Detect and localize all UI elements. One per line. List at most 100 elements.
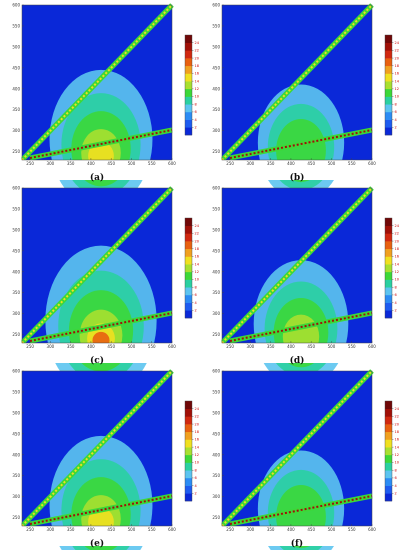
colorbar-tick-label: 16 (395, 255, 399, 259)
colorbar-segment (385, 233, 392, 242)
colorbar-tick-label: 12 (195, 87, 199, 91)
x-tick-label: 450 (107, 161, 115, 166)
colorbar-tick-label: 2 (395, 309, 397, 313)
y-tick-label: 250 (12, 149, 20, 154)
colorbar-segment (385, 294, 392, 303)
x-tick-label: 550 (148, 527, 156, 532)
colorbar-tick-label: 16 (195, 438, 199, 442)
y-tick-label: 400 (12, 452, 20, 457)
y-tick-label: 250 (212, 332, 220, 337)
x-tick-label: 400 (287, 344, 295, 349)
x-tick-label: 350 (267, 344, 275, 349)
colorbar-segment (185, 35, 192, 43)
y-tick-label: 450 (212, 248, 220, 253)
bottom-mask (220, 160, 374, 180)
y-tick-label: 450 (12, 431, 20, 436)
colorbar-segment (385, 408, 392, 417)
colorbar-tick-label: 2 (395, 492, 397, 496)
colorbar-tick-label: 18 (395, 247, 399, 251)
panel-label: (c) (90, 355, 104, 366)
colorbar-segment (185, 477, 192, 486)
y-tick-label: 550 (212, 389, 220, 394)
y-tick-label: 500 (12, 410, 20, 415)
colorbar-segment (185, 119, 192, 128)
colorbar-segment (385, 65, 392, 74)
plot-frame (21, 370, 173, 527)
colorbar-segment (385, 416, 392, 425)
colorbar-frame (184, 400, 193, 502)
colorbar-segment (385, 218, 392, 226)
colorbar-tick-label: 8 (195, 468, 197, 472)
x-tick-label: 600 (368, 161, 376, 166)
colorbar-segment (185, 485, 192, 494)
y-tick-label: 600 (212, 369, 220, 374)
colorbar-segment (385, 447, 392, 456)
x-tick-label: 500 (328, 527, 336, 532)
colorbar-tick-label: 22 (395, 232, 399, 236)
colorbar-segment (185, 416, 192, 425)
colorbar-segment (385, 127, 392, 136)
colorbar-segment (185, 73, 192, 82)
colorbar-tick-label: 20 (195, 422, 199, 426)
colorbar-tick-label: 20 (195, 239, 199, 243)
colorbar-segment (385, 50, 392, 59)
colorbar-segment (385, 424, 392, 433)
y-tick-label: 250 (212, 149, 220, 154)
colorbar-tick-label: 14 (195, 445, 200, 449)
colorbar-tick-label: 10 (395, 461, 399, 465)
colorbar-tick-label: 16 (195, 255, 199, 259)
colorbar-segment (185, 233, 192, 242)
y-tick-label: 300 (12, 128, 20, 133)
x-tick-label: 500 (328, 344, 336, 349)
x-tick-label: 350 (67, 344, 75, 349)
colorbar-tick-label: 4 (395, 118, 398, 122)
colorbar-segment (185, 81, 192, 90)
colorbar-segment (385, 477, 392, 486)
x-tick-label: 500 (128, 527, 136, 532)
panel: 250 300 350 400 450 500 550 600 250 300 350 400 450 5… (200, 369, 400, 550)
colorbar-segment (185, 104, 192, 113)
bottom-mask (20, 526, 174, 546)
colorbar-segment (185, 454, 192, 463)
y-tick-label: 350 (212, 107, 220, 112)
colorbar-segment (385, 81, 392, 90)
colorbar-tick-label: 18 (395, 64, 399, 68)
colorbar-tick-label: 18 (195, 430, 199, 434)
x-tick-label: 450 (307, 344, 315, 349)
colorbar-segment (185, 310, 192, 319)
colorbar-tick-label: 4 (195, 301, 198, 305)
colorbar-segment (185, 218, 192, 226)
y-tick-label: 550 (12, 389, 20, 394)
colorbar-segment (185, 88, 192, 97)
left-mask (0, 188, 22, 345)
colorbar-tick-label: 10 (395, 95, 399, 99)
colorbar-segment (385, 88, 392, 97)
second-order-scatter-core (29, 495, 173, 525)
y-tick-label: 300 (12, 311, 20, 316)
y-tick-label: 600 (12, 3, 20, 8)
x-tick-label: 450 (107, 527, 115, 532)
left-mask (200, 371, 222, 528)
x-tick-label: 500 (128, 344, 136, 349)
colorbar-tick-label: 24 (195, 41, 200, 45)
colorbar-frame (184, 34, 193, 136)
left-mask (200, 188, 222, 345)
plot-frame (221, 4, 373, 161)
x-tick-label: 250 (26, 527, 34, 532)
colorbar-segment (385, 279, 392, 288)
colorbar-tick-label: 16 (395, 72, 399, 76)
colorbar-segment (185, 470, 192, 479)
y-tick-label: 350 (12, 107, 20, 112)
colorbar-tick-label: 4 (195, 484, 198, 488)
colorbar-tick-label: 8 (395, 285, 397, 289)
colorbar-tick-label: 22 (195, 49, 199, 53)
colorbar-segment (185, 264, 192, 273)
colorbar-tick-label: 8 (195, 285, 197, 289)
colorbar-segment (185, 50, 192, 59)
y-tick-label: 400 (12, 269, 20, 274)
y-tick-label: 500 (212, 227, 220, 232)
colorbar-tick-label: 14 (195, 79, 200, 83)
x-tick-label: 400 (287, 161, 295, 166)
colorbar-tick-label: 24 (395, 41, 400, 45)
colorbar-tick-label: 20 (195, 56, 199, 60)
